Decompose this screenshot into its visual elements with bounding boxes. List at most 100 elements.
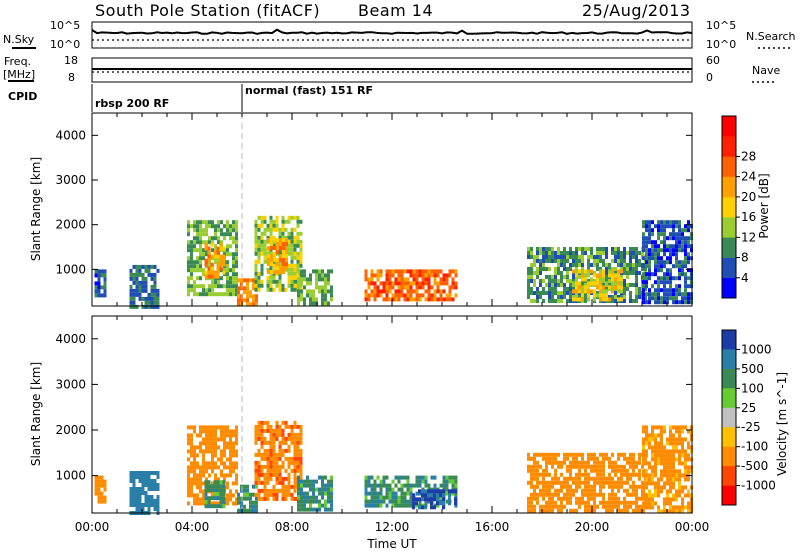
heatmap-cell [406,503,410,508]
heatmap-cell [211,284,214,289]
heatmap-cell [611,259,614,263]
heatmap-cell [205,445,208,450]
heatmap-cell [681,300,684,305]
heatmap-cell [666,449,669,454]
heatmap-cell [282,270,285,275]
heatmap-cell [266,456,270,461]
heatmap-cell [611,488,614,493]
heatmap-cell [645,284,648,289]
heatmap-cell [548,480,551,485]
heatmap-cell [287,251,291,256]
heatmap-cell [675,473,678,478]
heatmap-cell [382,297,386,302]
heatmap-cell [687,445,690,450]
heatmap-cell [187,465,190,470]
heatmap-cell [599,293,602,298]
heatmap-cell [678,489,681,494]
heatmap-cell [632,267,635,271]
heatmap-cell [205,252,208,257]
heatmap-cell [254,227,258,232]
heatmap-cell [672,300,675,305]
heatmap-cell [617,456,620,461]
heatmap-cell [232,433,235,438]
heatmap-cell [279,246,282,251]
heatmap-cell [635,279,638,283]
heatmap-cell [327,277,330,282]
heatmap-cell [654,457,657,462]
heatmap-cell [548,259,551,263]
heatmap-cell [293,227,297,232]
heatmap-cell [605,289,608,294]
heatmap-cell [373,487,377,492]
heatmap-cell [190,264,193,269]
heatmap-cell [566,464,569,469]
heatmap-cell [257,247,261,252]
heatmap-cell [214,244,217,249]
heatmap-cell [207,480,211,485]
heatmap-cell [327,491,330,496]
heatmap-cell [226,272,229,277]
heatmap-cell [312,301,315,306]
heatmap-cell [279,242,282,247]
heatmap-cell [306,277,309,282]
heatmap-cell [229,433,232,438]
heatmap-cell [629,295,632,299]
heatmap-cell [376,503,380,508]
heatmap-cell [605,267,608,271]
heatmap-cell [605,297,608,302]
heatmap-cell [327,301,330,306]
heatmap-cell [217,501,220,506]
heatmap-cell [596,476,599,481]
heatmap-cell [321,273,324,278]
heatmap-cell [578,468,581,473]
heatmap-cell [657,505,660,510]
heatmap-cell [243,488,246,493]
heatmap-cell [232,481,235,486]
heatmap-cell [141,296,145,301]
heatmap-cell [527,251,530,255]
heatmap-cell [254,263,258,268]
heatmap-cell [312,483,315,488]
heatmap-cell [587,460,590,465]
heatmap-cell [229,244,232,249]
heatmap-cell [330,479,333,484]
heatmap-cell [223,441,226,446]
heatmap-cell [584,464,587,469]
heatmap-cell [406,297,410,302]
heatmap-cell [132,495,136,499]
heatmap-cell [272,496,276,501]
heatmap-cell [255,504,258,509]
heatmap-cell [448,501,451,506]
heatmap-cell [687,256,690,261]
heatmap-cell [554,275,557,279]
heatmap-cell [388,487,392,492]
heatmap-cell [196,248,199,253]
heatmap-cell [284,424,288,429]
heatmap-cell [226,493,229,498]
heatmap-cell [566,251,569,255]
heatmap-cell [678,493,681,498]
heatmap-cell [654,445,657,450]
heatmap-cell [403,293,407,298]
heatmap-cell [237,278,240,283]
heatmap-cell [626,476,629,481]
heatmap-cell [315,499,318,504]
heatmap-cell [252,484,255,489]
heatmap-cell [572,279,575,283]
heatmap-cell [156,304,160,309]
heatmap-cell [254,472,258,477]
heatmap-cell [448,273,452,278]
heatmap-cell [666,248,669,253]
heatmap-cell [150,304,154,309]
heatmap-cell [587,293,590,298]
heatmap-cell [217,228,220,233]
heatmap-cell [632,263,635,267]
heatmap-cell [687,453,690,458]
heatmap-cell [210,484,214,489]
heatmap-cell [527,295,530,299]
heatmap-cell [635,255,638,259]
heatmap-cell [318,487,321,492]
heatmap-cell [548,255,551,259]
heatmap-cell [617,285,620,290]
heatmap-cell [545,492,548,497]
